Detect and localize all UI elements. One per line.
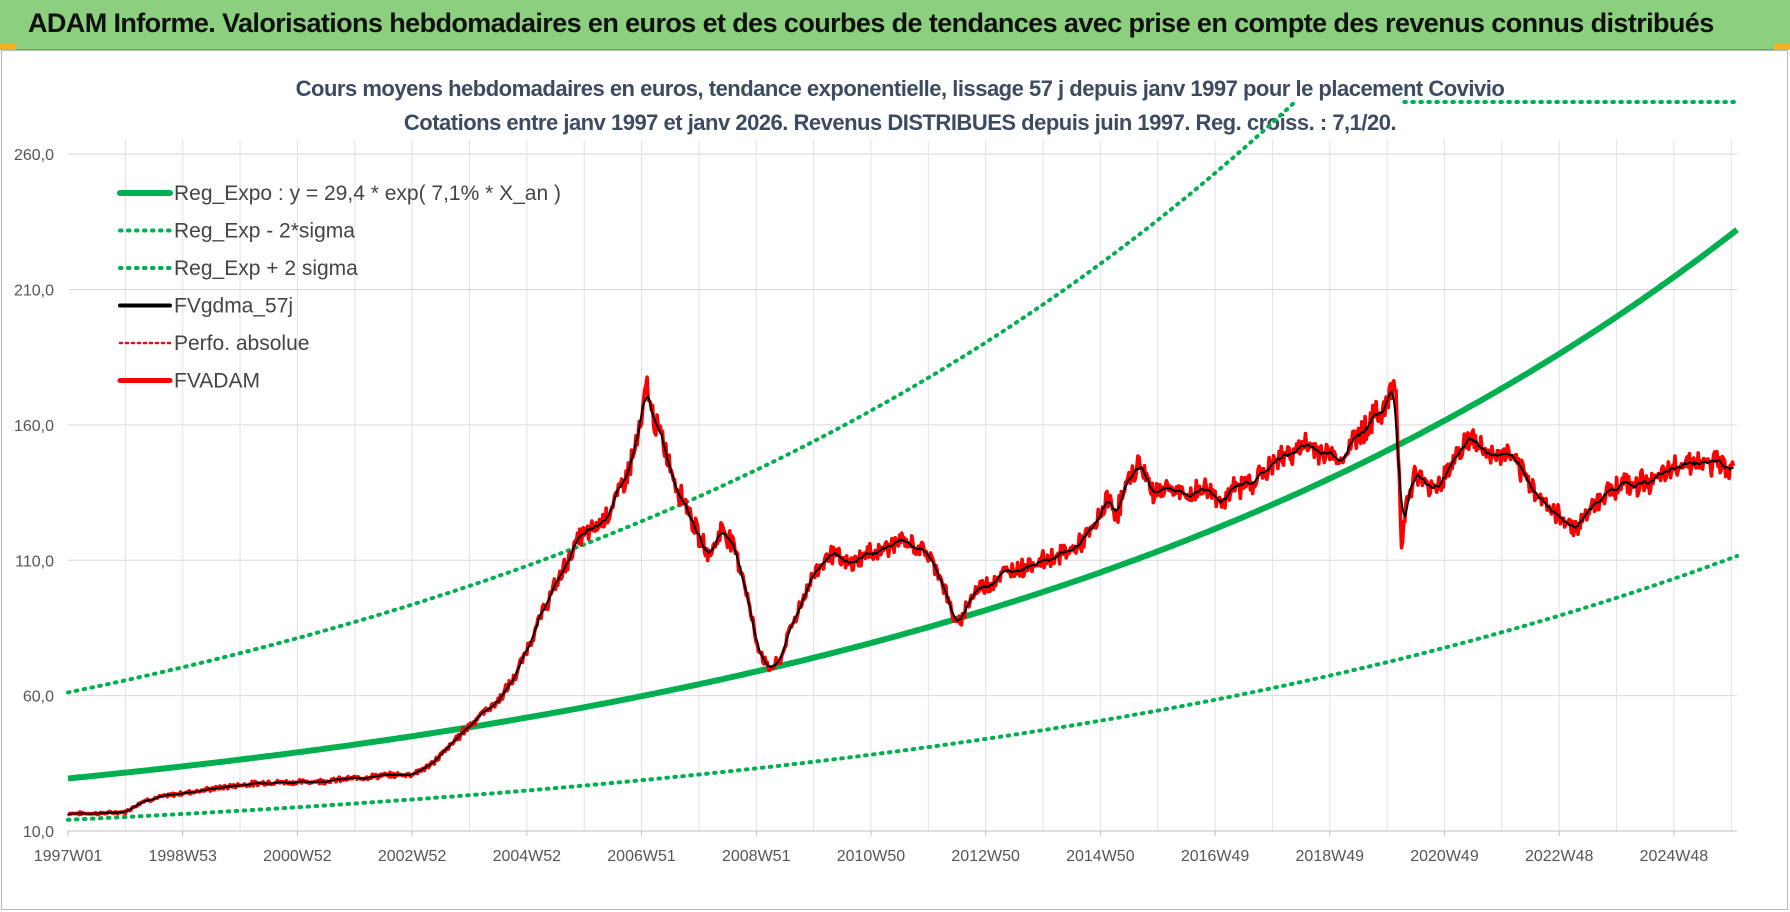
corner-marker-right [1774, 44, 1790, 50]
x-tick-label: 2006W51 [607, 848, 676, 865]
x-tick-label: 2010W50 [837, 848, 906, 865]
x-tick-label: 2024W48 [1640, 848, 1709, 865]
y-tick-label: 260,0 [14, 147, 54, 164]
x-tick-label: 1998W53 [148, 848, 217, 865]
x-tick-label: 2002W52 [378, 848, 447, 865]
series-reg-expo-line [67, 227, 1739, 782]
report-banner: ADAM Informe. Valorisations hebdomadaire… [0, 0, 1790, 50]
legend-label-reg: Reg_Expo : y = 29,4 * exp( 7,1% * X_an ) [174, 182, 561, 205]
x-tick-label: 2018W49 [1296, 848, 1365, 865]
chart-title: Cours moyens hebdomadaires en euros, ten… [295, 76, 1505, 101]
x-tick-label: 2000W52 [263, 848, 332, 865]
report-title: ADAM Informe. Valorisations hebdomadaire… [28, 8, 1714, 38]
chart-subtitle: Cotations entre janv 1997 et janv 2026. … [403, 110, 1397, 135]
series-fvgdma-line [68, 390, 1734, 815]
x-tick-label: 2014W50 [1066, 848, 1135, 865]
y-tick-label: 60,0 [23, 689, 54, 706]
y-tick-label: 160,0 [14, 418, 54, 435]
x-tick-label: 2008W51 [722, 848, 791, 865]
y-tick-label: 10,0 [23, 824, 54, 841]
x-tick-label: 2022W48 [1525, 848, 1594, 865]
legend-label-perfo: Perfo. absolue [174, 332, 309, 355]
y-tick-label: 110,0 [15, 553, 54, 570]
legend-label-reg_upper: Reg_Exp + 2 sigma [174, 257, 358, 280]
chart-frame [1, 50, 1788, 910]
corner-marker-left [0, 44, 16, 50]
series-layer [66, 99, 1739, 822]
legend-label-reg_lower: Reg_Exp - 2*sigma [174, 220, 355, 243]
grid-lines [68, 140, 1737, 832]
x-tick-label: 2004W52 [493, 848, 562, 865]
x-tick-label: 2020W49 [1410, 848, 1479, 865]
axes: 10,0 60,0 110,0 160,0 210,0 260,0 1997W01 1998W… [14, 147, 1737, 865]
y-tick-label: 210,0 [14, 283, 54, 300]
legend-label-smooth: FVgdma_57j [174, 295, 293, 318]
x-tick-label: 2016W49 [1181, 848, 1250, 865]
series-reg-lower-line [66, 554, 1739, 822]
x-tick-label: 2012W50 [951, 848, 1020, 865]
legend-label-price: FVADAM [174, 370, 260, 393]
x-tick-label: 1997W01 [34, 848, 103, 865]
legend: Reg_Expo : y = 29,4 * exp( 7,1% * X_an )… [117, 182, 561, 393]
